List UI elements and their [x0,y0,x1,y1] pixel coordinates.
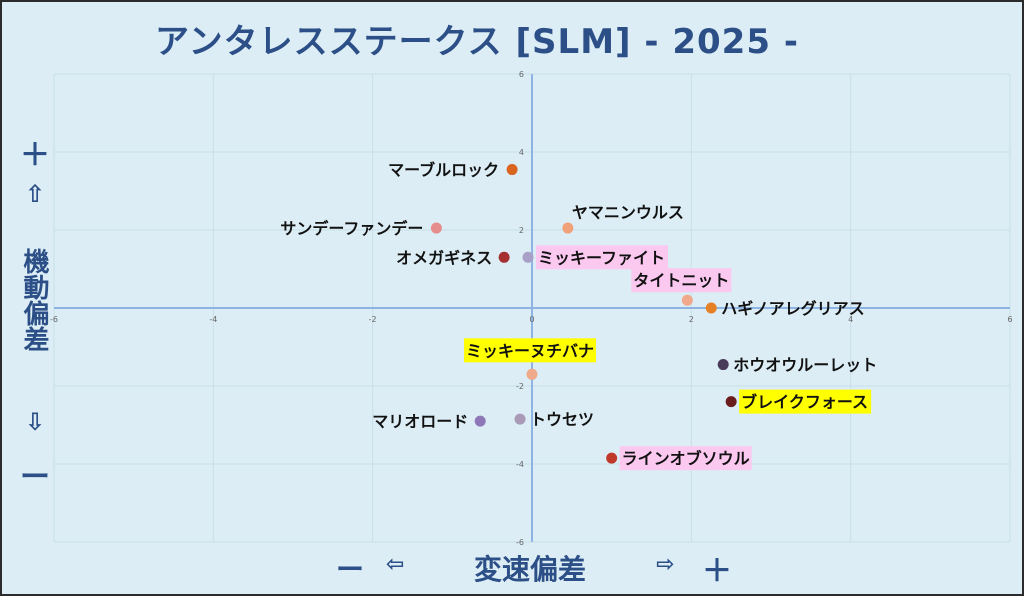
x-tick-label: 4 [848,315,853,324]
y-tick-label: 6 [519,70,524,79]
y-axis-minus-sign: ー [20,460,50,495]
point-label: ホウオウルーレット [733,356,877,375]
down-arrow-icon: ⇩ [24,408,46,436]
point-label: トウセツ [530,410,594,429]
data-point [474,415,486,427]
x-tick-label: 0 [529,315,534,324]
label-highlight [464,338,596,363]
point-label: マーブルロック [388,161,499,180]
y-tick-label: -6 [516,538,524,547]
label-highlight [536,245,669,270]
data-point [681,294,693,306]
x-axis-minus-sign: ー [336,553,365,586]
x-tick-label: 2 [689,315,694,324]
left-arrow-icon: ⇦ [386,552,405,577]
point-label: ミッキーヌチバナ [466,341,594,360]
x-tick-label: -6 [50,315,58,324]
data-point [725,396,737,408]
up-arrow-icon: ⇧ [24,180,46,208]
data-point [514,413,526,425]
label-highlight [739,389,872,414]
y-tick-label: 2 [519,226,524,235]
right-arrow-icon: ⇨ [656,552,675,577]
x-tick-label: 6 [1007,315,1012,324]
data-point [705,302,717,314]
point-label: ブレイクフォース [741,393,868,412]
point-label: オメガギネス [396,248,492,267]
x-tick-label: -4 [209,315,217,324]
data-point [562,222,574,234]
y-axis-plus-sign: ＋ [20,138,50,173]
point-label: ハギノアレグリアス [721,299,864,318]
data-point [606,452,618,464]
point-label: タイトニット [633,271,729,290]
data-point [430,222,442,234]
label-highlight [619,446,752,471]
y-axis-label: 機動偏差 [19,248,49,352]
point-label: ミッキーファイト [538,248,665,267]
x-axis-label: 変速偏差 [474,553,587,586]
point-label: サンデーファンデー [280,219,423,238]
x-axis-plus-sign: ＋ [702,554,732,589]
data-point [498,251,510,263]
data-point [506,164,518,176]
data-point [522,251,534,263]
y-tick-label: 4 [519,148,524,157]
point-label: マリオロード [372,412,468,431]
point-label: ヤマニンウルス [572,203,684,222]
data-point [526,368,538,380]
y-tick-label: -4 [516,460,524,469]
data-point [717,359,729,371]
x-tick-label: -2 [369,315,377,324]
y-tick-label: -2 [516,382,524,391]
point-label: ラインオブソウル [622,449,750,468]
label-highlight [631,268,732,293]
chart-title: アンタレスステークス [SLM] - 2025 - [155,22,799,62]
